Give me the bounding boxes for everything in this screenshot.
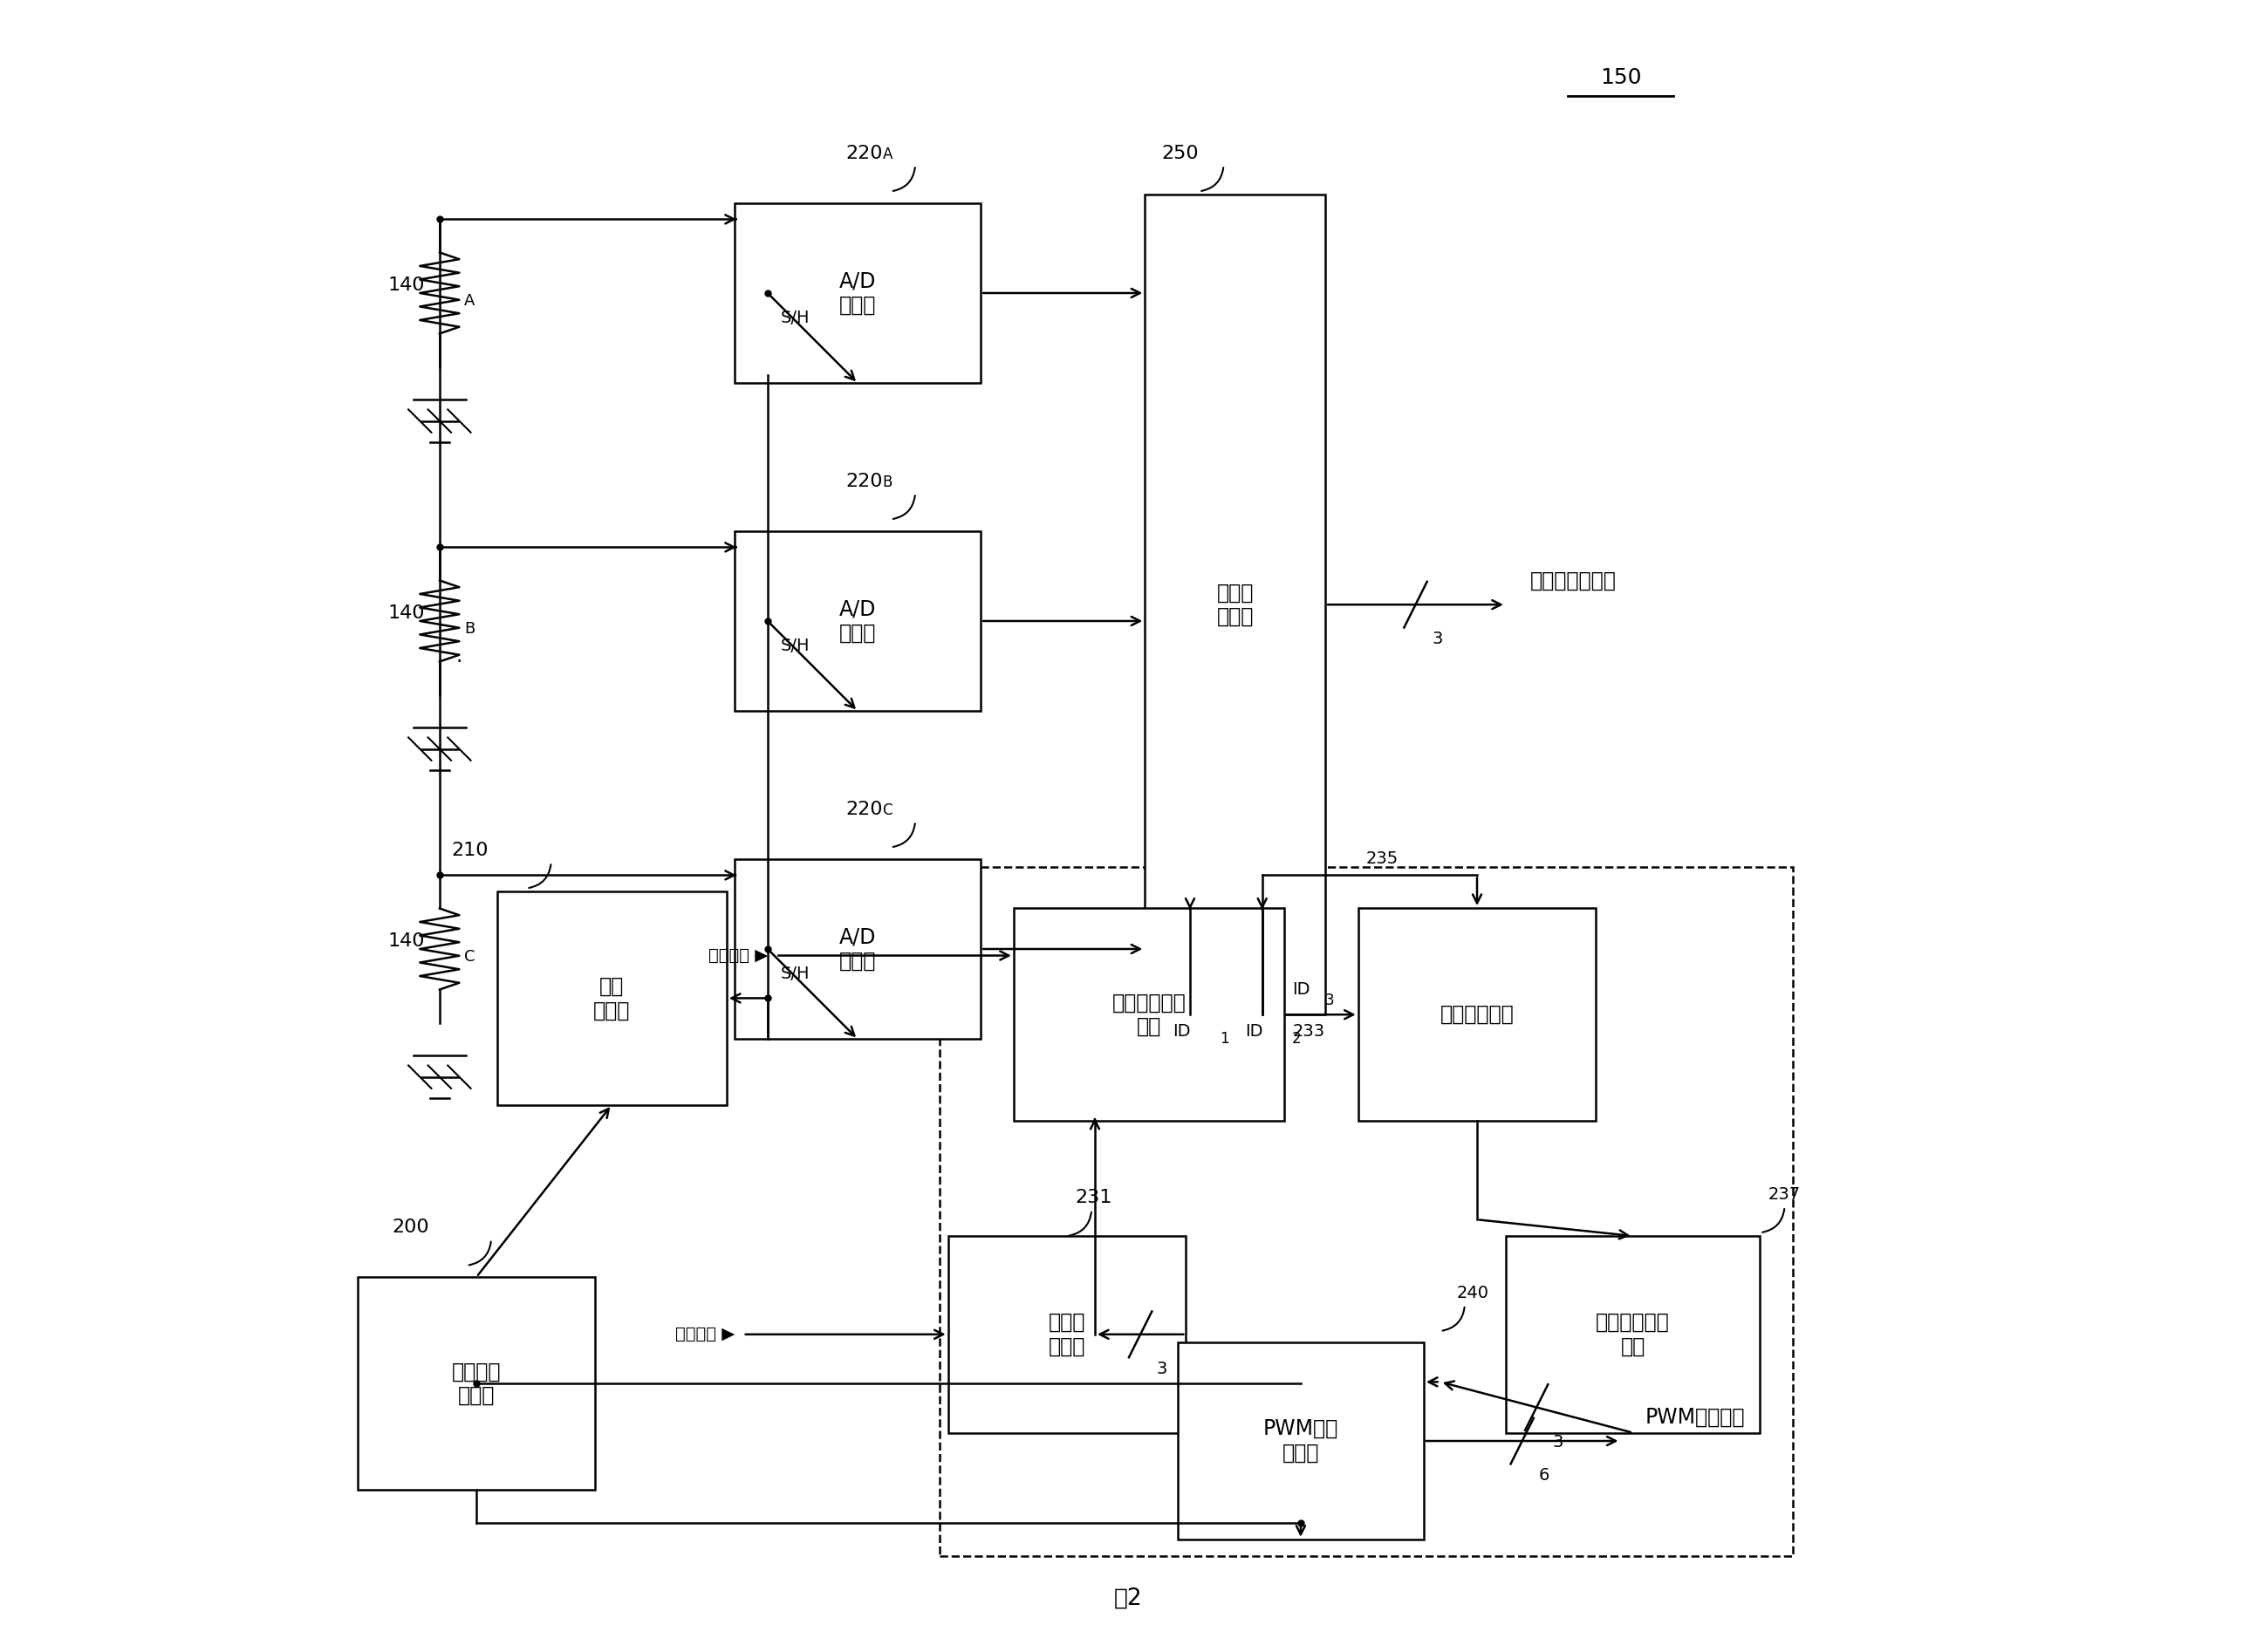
Text: B: B bbox=[465, 621, 474, 636]
Text: 正弦波
发生器: 正弦波 发生器 bbox=[1050, 1312, 1086, 1356]
Text: 3: 3 bbox=[1325, 993, 1334, 1008]
Text: PWM信号
发生器: PWM信号 发生器 bbox=[1264, 1419, 1338, 1464]
Text: 237: 237 bbox=[1767, 1186, 1801, 1203]
Text: 6: 6 bbox=[1539, 1467, 1548, 1483]
Text: 命令信号 ▶: 命令信号 ▶ bbox=[675, 1327, 736, 1343]
Text: 基准电压变化
部分: 基准电压变化 部分 bbox=[1596, 1312, 1670, 1356]
Text: 3: 3 bbox=[1553, 1434, 1564, 1450]
Bar bbox=[357, 1277, 596, 1490]
Text: 相电流
检测器: 相电流 检测器 bbox=[1217, 582, 1253, 628]
Text: 2: 2 bbox=[1291, 1031, 1300, 1047]
Bar bbox=[736, 530, 982, 712]
Bar bbox=[497, 892, 727, 1105]
Bar bbox=[1359, 909, 1596, 1122]
Text: 三角形波
发生器: 三角形波 发生器 bbox=[451, 1361, 501, 1406]
Text: 峰值
检测器: 峰值 检测器 bbox=[594, 976, 630, 1021]
Text: 233: 233 bbox=[1293, 1023, 1325, 1039]
Text: A/D
转换器: A/D 转换器 bbox=[840, 271, 876, 316]
Text: 220: 220 bbox=[846, 472, 882, 491]
Bar bbox=[1144, 195, 1325, 1014]
Text: C: C bbox=[882, 803, 892, 818]
Text: S/H: S/H bbox=[781, 965, 810, 981]
Text: ID: ID bbox=[1174, 1023, 1192, 1039]
Text: A/D
转换器: A/D 转换器 bbox=[840, 598, 876, 644]
Text: 阈值电压 ▶: 阈值电压 ▶ bbox=[709, 947, 767, 963]
Bar bbox=[1178, 1343, 1424, 1540]
Text: A/D
转换器: A/D 转换器 bbox=[840, 927, 876, 971]
Text: 235: 235 bbox=[1365, 851, 1399, 867]
Text: 140: 140 bbox=[388, 605, 424, 621]
Text: 140: 140 bbox=[388, 276, 424, 294]
Bar bbox=[939, 867, 1792, 1556]
Bar bbox=[736, 859, 982, 1039]
Text: 231: 231 bbox=[1074, 1189, 1113, 1206]
Text: 图2: 图2 bbox=[1115, 1588, 1142, 1609]
Text: 150: 150 bbox=[1600, 68, 1641, 88]
Text: 电流检测判断
部分: 电流检测判断 部分 bbox=[1113, 991, 1185, 1037]
Text: 240: 240 bbox=[1456, 1285, 1490, 1302]
Text: 相电流检测信号: 相电流检测信号 bbox=[1530, 570, 1616, 591]
Text: .: . bbox=[456, 646, 463, 666]
Text: 250: 250 bbox=[1162, 144, 1198, 162]
Text: PWM信号输出: PWM信号输出 bbox=[1645, 1408, 1745, 1427]
Text: 220: 220 bbox=[846, 800, 882, 818]
Text: S/H: S/H bbox=[781, 309, 810, 325]
Text: 200: 200 bbox=[393, 1219, 429, 1236]
Text: 140: 140 bbox=[388, 932, 424, 950]
Bar bbox=[736, 203, 982, 383]
Text: ID: ID bbox=[1246, 1023, 1264, 1039]
Bar bbox=[948, 1236, 1185, 1432]
Text: S/H: S/H bbox=[781, 638, 810, 654]
Bar bbox=[1505, 1236, 1760, 1432]
Text: 3: 3 bbox=[1158, 1361, 1167, 1378]
Text: A: A bbox=[882, 145, 892, 162]
Text: 220: 220 bbox=[846, 144, 882, 162]
Text: C: C bbox=[465, 948, 474, 965]
Text: B: B bbox=[882, 474, 892, 491]
Bar bbox=[1013, 909, 1284, 1122]
Text: 3: 3 bbox=[1431, 631, 1442, 648]
Text: A: A bbox=[465, 292, 474, 309]
Text: 210: 210 bbox=[451, 841, 490, 859]
Text: 1: 1 bbox=[1219, 1031, 1228, 1047]
Text: ID: ID bbox=[1293, 981, 1311, 998]
Text: 电压判断部分: 电压判断部分 bbox=[1440, 1004, 1514, 1024]
